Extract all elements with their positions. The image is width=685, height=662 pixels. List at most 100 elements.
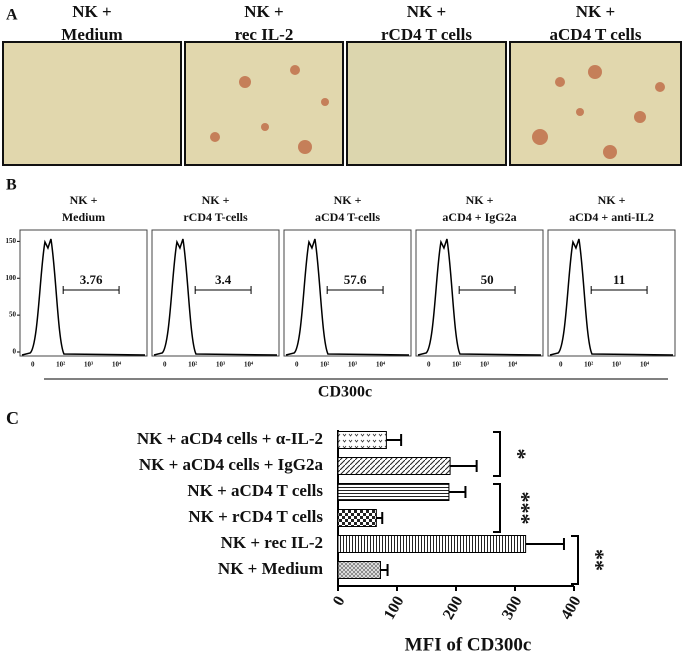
- error-bar: [525, 538, 565, 550]
- x-tick-label: 10³: [216, 361, 225, 369]
- y-tick-label: 0: [13, 348, 17, 356]
- x-tick-label: 10³: [348, 361, 357, 369]
- cell-cluster: [210, 132, 220, 142]
- significance: *: [506, 449, 531, 460]
- y-tick-label: 150: [6, 237, 17, 245]
- category-label: NK + aCD4 T cells: [187, 481, 323, 500]
- x-tick-label: 0: [295, 361, 299, 369]
- gate-value: 50: [481, 272, 494, 287]
- cell-cluster: [555, 77, 565, 87]
- x-tick-label: 100: [381, 593, 408, 622]
- x-tick-label: 10³: [612, 361, 621, 369]
- panel-a-title: aCD4 T cells: [550, 25, 642, 44]
- x-tick-label: 10²: [320, 361, 329, 369]
- histogram-curve: [153, 238, 278, 356]
- x-tick-label: 10⁴: [508, 361, 518, 369]
- panel-b-title: NK +: [466, 193, 494, 207]
- panel-b-title: aCD4 + IgG2a: [442, 210, 516, 224]
- panel-a-title: NK +: [407, 2, 446, 21]
- bar: [337, 431, 387, 449]
- cell-cluster: [576, 108, 584, 116]
- gate-value: 3.4: [215, 272, 232, 287]
- gate: [326, 286, 384, 294]
- micrograph: [184, 41, 344, 166]
- gate-value: 11: [613, 272, 625, 287]
- x-tick-label: 10³: [84, 361, 93, 369]
- x-tick-label: 0: [330, 593, 349, 608]
- panel-b-title: aCD4 + anti-IL2: [569, 210, 654, 224]
- panel-a-title: Medium: [61, 25, 122, 44]
- category-label: NK + rCD4 T cells: [188, 507, 323, 526]
- bar: [337, 561, 381, 579]
- error-bar: [450, 460, 478, 472]
- error-bar: [376, 512, 384, 524]
- y-tick-label: 50: [9, 311, 17, 319]
- x-tick-label: 0: [427, 361, 431, 369]
- gate: [458, 286, 516, 294]
- micrograph: [346, 41, 507, 166]
- panel-label: C: [6, 408, 19, 428]
- bar: [337, 483, 450, 501]
- category-label: NK + aCD4 cells + IgG2a: [139, 455, 324, 474]
- error-bar: [386, 434, 403, 446]
- cell-cluster: [603, 145, 617, 159]
- x-tick-label: 0: [559, 361, 563, 369]
- error-bar: [380, 564, 389, 576]
- cell-cluster: [290, 65, 300, 75]
- histogram-box: [151, 229, 280, 357]
- panel-b-title: NK +: [202, 193, 230, 207]
- cell-cluster: [298, 140, 312, 154]
- x-tick-label: 400: [558, 593, 585, 622]
- x-tick-label: 10²: [56, 361, 65, 369]
- histogram-curve: [285, 238, 410, 356]
- x-tick-label: 10⁴: [640, 361, 650, 369]
- bar: [337, 457, 451, 475]
- histogram-box: [547, 229, 676, 357]
- category-label: NK + rec IL-2: [221, 533, 323, 552]
- error-bar: [448, 486, 467, 498]
- panel-a-title: rCD4 T cells: [381, 25, 472, 44]
- panel-a-title: rec IL-2: [235, 25, 294, 44]
- x-tick-label: 10⁴: [376, 361, 386, 369]
- category-label: NK + aCD4 cells + α-IL-2: [137, 429, 323, 448]
- gate-value: 57.6: [344, 272, 367, 287]
- significance-bracket: [493, 431, 501, 477]
- cell-cluster: [588, 65, 602, 79]
- panel-b-title: Medium: [62, 210, 105, 224]
- panel-b-title: NK +: [598, 193, 626, 207]
- gate: [590, 286, 648, 294]
- cell-cluster: [239, 76, 251, 88]
- micrograph: [2, 41, 182, 166]
- histogram-box: [283, 229, 412, 357]
- cell-cluster: [634, 111, 646, 123]
- x-tick-label: 10³: [480, 361, 489, 369]
- x-tick-label: 10⁴: [112, 361, 122, 369]
- x-tick-label: 10²: [452, 361, 461, 369]
- histogram-box: [19, 229, 148, 357]
- cell-cluster: [261, 123, 269, 131]
- panel-label: B: [6, 177, 17, 194]
- histogram-box: [415, 229, 544, 357]
- panel-b-title: NK +: [334, 193, 362, 207]
- x-tick-label: 10²: [584, 361, 593, 369]
- significance-bracket: [571, 535, 579, 585]
- cell-cluster: [321, 98, 329, 106]
- x-tick-label: 10²: [188, 361, 197, 369]
- cell-cluster: [532, 129, 548, 145]
- histogram-curve: [417, 238, 542, 356]
- gate: [62, 286, 120, 294]
- x-axis-label: CD300c: [318, 384, 372, 401]
- significance-bracket: [493, 483, 501, 533]
- micrograph: [509, 41, 682, 166]
- histogram-curve: [549, 238, 674, 356]
- x-tick-label: 0: [163, 361, 167, 369]
- panel-a-title: NK +: [576, 2, 615, 21]
- gate: [194, 286, 252, 294]
- panel-b-title: rCD4 T-cells: [183, 210, 248, 224]
- category-label: NK + Medium: [218, 559, 323, 578]
- x-tick-label: 200: [440, 593, 467, 622]
- panel-a-title: NK +: [244, 2, 283, 21]
- panel-a-title: NK +: [72, 2, 111, 21]
- x-tick-label: 10⁴: [244, 361, 254, 369]
